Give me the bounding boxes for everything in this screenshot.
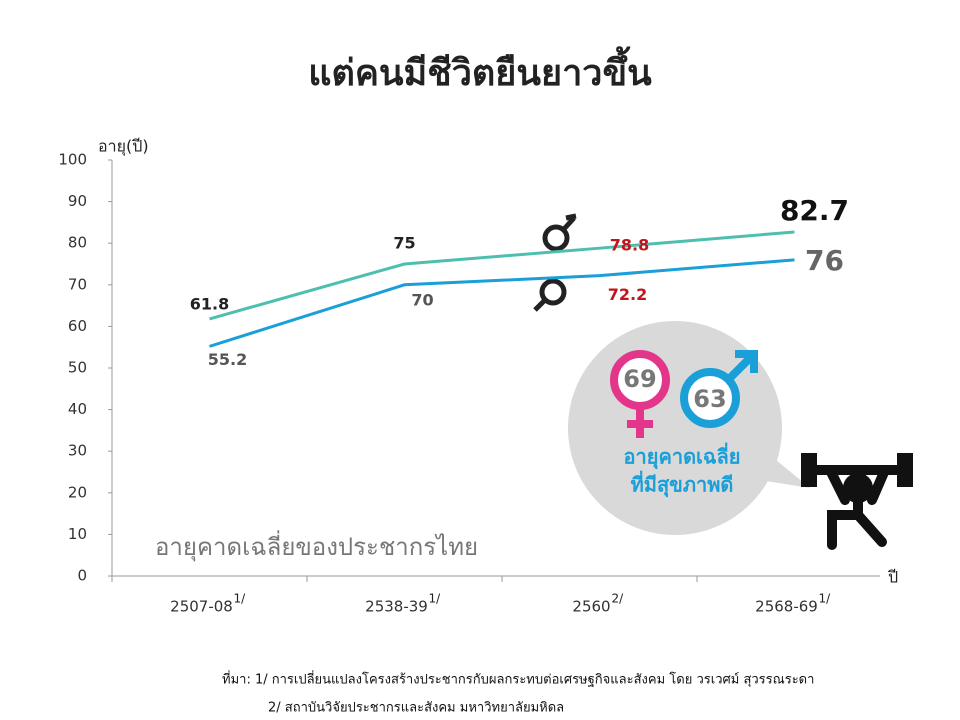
y-tick-label: 70 (68, 275, 87, 293)
y-tick-label: 50 (68, 359, 87, 377)
value-label: 72.2 (608, 285, 647, 304)
value-label: 70 (411, 290, 433, 309)
value-label: 78.8 (610, 236, 649, 255)
x-axis-label: ปี (888, 568, 899, 587)
value-label: 76 (805, 244, 844, 277)
x-tick-label: 2560 (572, 598, 610, 616)
y-tick-label: 100 (58, 151, 87, 169)
y-tick-label: 0 (77, 567, 87, 585)
male-icon (542, 213, 577, 252)
x-tick-label: 2538-39 (365, 598, 428, 616)
healthy-female-value: 69 (623, 365, 656, 393)
series-line (209, 258, 795, 348)
x-tick-label: 2507-08 (170, 598, 233, 616)
healthy-caption: ที่มีสุขภาพดี (631, 470, 734, 498)
y-tick-label: 20 (68, 483, 87, 501)
healthy-male-value: 63 (693, 385, 726, 413)
y-tick-label: 30 (68, 442, 87, 460)
x-tick-note: 2/ (612, 592, 625, 606)
series-line (209, 230, 795, 321)
value-label: 82.7 (780, 194, 849, 227)
source: ที่มา: 1/ การเปลี่ยนแปลงโครงสร้างประชากร… (222, 671, 814, 688)
source: 2/ สถาบันวิจัยประชากรและสังคม มหาวิทยาลั… (268, 701, 564, 716)
y-tick-label: 60 (68, 317, 87, 335)
healthy-caption: อายุคาดเฉลี่ย (624, 442, 741, 470)
x-tick-note: 1/ (429, 592, 442, 606)
y-tick-label: 90 (68, 192, 87, 210)
y-tick-label: 10 (68, 525, 87, 543)
chart-title: แต่คนมีชีวิตยืนยาวขึ้น (308, 46, 652, 94)
x-tick-note: 1/ (234, 592, 247, 606)
x-tick-label: 2568-69 (755, 598, 818, 616)
y-tick-label: 40 (68, 400, 87, 418)
female-icon (533, 278, 567, 312)
value-label: 75 (393, 234, 415, 253)
subtitle: อายุคาดเฉลี่ยของประชากรไทย (155, 530, 478, 562)
y-axis-label: อายุ(ปี) (98, 137, 149, 157)
value-label: 61.8 (190, 294, 229, 313)
y-tick-label: 80 (68, 234, 87, 252)
weightlifter-icon (801, 453, 913, 550)
value-label: 55.2 (208, 350, 247, 369)
x-tick-note: 1/ (819, 592, 832, 606)
healthy-bubble (568, 321, 810, 535)
